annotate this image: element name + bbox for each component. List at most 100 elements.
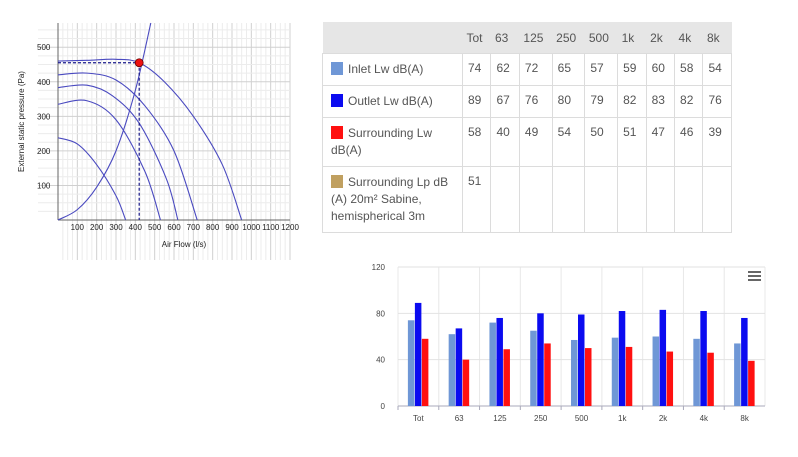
table-cell: 59 bbox=[617, 53, 647, 86]
x-tick-label: 63 bbox=[455, 414, 464, 423]
x-tick-label: 300 bbox=[109, 223, 123, 232]
table-cell: 50 bbox=[584, 117, 619, 167]
table-cell: 54 bbox=[551, 117, 586, 167]
table-cell: 60 bbox=[645, 53, 676, 86]
table-cell: 79 bbox=[584, 85, 619, 118]
bar bbox=[407, 320, 415, 406]
table-column-header: Tot bbox=[462, 22, 491, 54]
table-cell: 80 bbox=[551, 85, 586, 118]
bar bbox=[666, 351, 674, 406]
table-column-header: 125 bbox=[519, 22, 553, 54]
legend-swatch bbox=[331, 62, 343, 75]
y-tick-label: 0 bbox=[381, 402, 386, 411]
x-tick-label: 2k bbox=[659, 414, 668, 423]
row-label: Outlet Lw dB(A) bbox=[348, 94, 433, 108]
sound-data-table: Tot 63 125 250 500 1k 2k 4k 8k Inlet Lw dB(A) 74 6… bbox=[322, 22, 732, 233]
table-row: Outlet Lw dB(A) 89 67 76 80 79 82 83 82 76 bbox=[322, 85, 732, 118]
x-tick-label: 900 bbox=[225, 223, 239, 232]
table-cell: 58 bbox=[674, 53, 704, 86]
table-cell: 76 bbox=[518, 85, 553, 118]
row-label-cell: Surrounding Lw dB(A) bbox=[322, 117, 463, 167]
bar bbox=[625, 346, 633, 406]
bar bbox=[707, 352, 714, 406]
x-tick-label: 800 bbox=[206, 223, 220, 232]
chart-menu-icon[interactable] bbox=[748, 271, 761, 281]
fan-curve-line bbox=[57, 84, 179, 221]
table-cell bbox=[674, 166, 704, 233]
table-cell: 51 bbox=[461, 166, 492, 233]
y-tick-label: 400 bbox=[37, 78, 51, 87]
bar bbox=[571, 339, 578, 406]
table-cell: 49 bbox=[518, 117, 553, 167]
table-header-row: Tot 63 125 250 500 1k 2k 4k 8k bbox=[322, 22, 732, 54]
row-label-cell: Inlet Lw dB(A) bbox=[322, 53, 463, 86]
bar bbox=[700, 311, 707, 406]
row-label: Surrounding Lp dB (A) 20m² Sabine, hemis… bbox=[331, 175, 449, 223]
bar bbox=[489, 322, 496, 406]
x-tick-label: 600 bbox=[167, 223, 181, 232]
table-row: Inlet Lw dB(A) 74 62 72 65 57 59 60 58 54 bbox=[322, 53, 732, 86]
sound-bar-chart: 0 40 80 120 Tot 63 125 250 500 1k 2k 4k 8k bbox=[372, 263, 766, 423]
bar bbox=[748, 360, 755, 406]
y-tick-label: 100 bbox=[37, 181, 51, 190]
table-cell bbox=[584, 166, 619, 233]
table-cell: 82 bbox=[617, 85, 647, 118]
table-cell bbox=[645, 166, 676, 233]
x-tick-label: 1k bbox=[618, 414, 627, 423]
bar bbox=[544, 343, 551, 406]
fan-curve-line bbox=[57, 137, 127, 221]
menu-line bbox=[748, 271, 761, 273]
row-label-cell: Surrounding Lp dB (A) 20m² Sabine, hemis… bbox=[322, 166, 463, 233]
bar bbox=[455, 328, 463, 406]
bar bbox=[496, 317, 503, 406]
x-tick-label: 400 bbox=[129, 223, 143, 232]
x-tick-label: 125 bbox=[493, 414, 507, 423]
table-column-header: 4k bbox=[674, 22, 703, 54]
x-tick-label: 500 bbox=[148, 223, 162, 232]
table-cell: 62 bbox=[490, 53, 520, 86]
table-cell bbox=[702, 166, 732, 233]
table-cell: 82 bbox=[674, 85, 704, 118]
table-row: Surrounding Lw dB(A) 58 40 49 54 50 51 47 46 39 bbox=[322, 117, 732, 167]
x-tick-label: 100 bbox=[71, 223, 85, 232]
table-cell: 58 bbox=[461, 117, 492, 167]
bar bbox=[448, 334, 456, 406]
table-column-header: 2k bbox=[646, 22, 675, 54]
bar bbox=[585, 348, 592, 406]
bar bbox=[537, 313, 544, 406]
bar bbox=[652, 336, 660, 406]
table-column-header: 250 bbox=[552, 22, 585, 54]
row-label: Surrounding Lw dB(A) bbox=[331, 126, 433, 157]
table-cell bbox=[518, 166, 553, 233]
bar bbox=[734, 343, 741, 406]
fan-curve-line bbox=[57, 72, 198, 221]
y-tick-label: 200 bbox=[37, 147, 51, 156]
table-column-header: 63 bbox=[490, 22, 520, 54]
table-cell: 89 bbox=[461, 85, 492, 118]
bar bbox=[530, 330, 537, 406]
table-column-header: 500 bbox=[584, 22, 618, 54]
bar bbox=[421, 338, 429, 406]
x-tick-label: 1200 bbox=[281, 223, 299, 232]
table-cell: 40 bbox=[490, 117, 520, 167]
y-tick-label: 500 bbox=[37, 43, 51, 52]
table-cell: 76 bbox=[702, 85, 732, 118]
x-tick-label: 700 bbox=[187, 223, 201, 232]
table-cell: 65 bbox=[551, 53, 586, 86]
bar bbox=[462, 359, 470, 406]
fan-curve-line bbox=[57, 99, 161, 221]
legend-swatch bbox=[331, 126, 343, 139]
legend-swatch bbox=[331, 94, 343, 107]
bar bbox=[578, 314, 585, 406]
operating-point-marker bbox=[134, 58, 144, 68]
table-cell: 54 bbox=[702, 53, 732, 86]
fan-curve-line bbox=[57, 22, 152, 221]
row-label-cell: Outlet Lw dB(A) bbox=[322, 85, 463, 118]
x-tick-label: 4k bbox=[700, 414, 709, 423]
menu-line bbox=[748, 279, 761, 281]
fan-curve-chart: 100 200 300 400 500 100 200 300 400 500 600 700 800 9… bbox=[17, 22, 299, 260]
table-cell: 67 bbox=[490, 85, 520, 118]
table-cell: 72 bbox=[518, 53, 553, 86]
table-cell: 46 bbox=[674, 117, 704, 167]
y-tick-label: 40 bbox=[376, 356, 385, 365]
